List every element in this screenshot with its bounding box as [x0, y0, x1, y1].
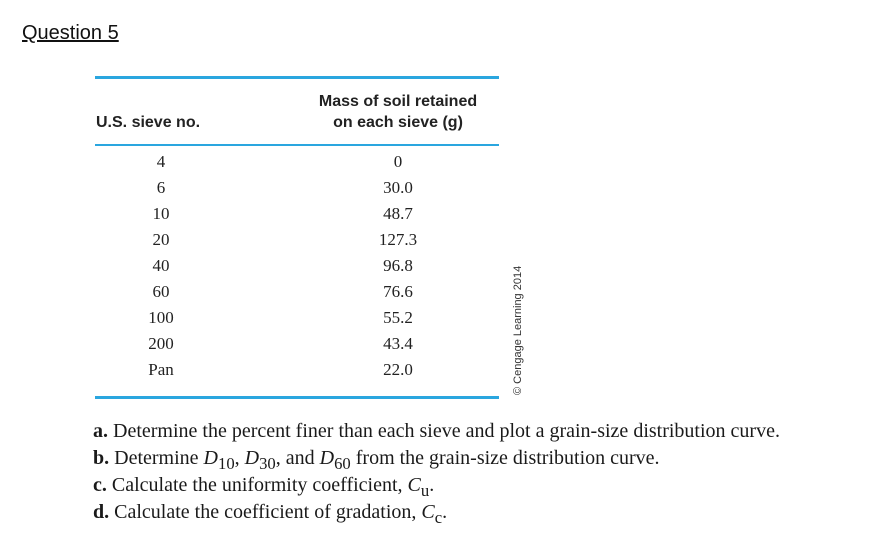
sieve-cell: 100	[148, 308, 174, 327]
task-c-text: Calculate the uniformity coefficient,	[111, 474, 408, 496]
task-b-text-after: from the grain-size distribution curve.	[350, 447, 660, 469]
table-row: 60 76.6	[0, 282, 520, 308]
header-sieve: U.S. sieve no.	[96, 114, 201, 131]
mass-cell: 43.4	[383, 334, 413, 353]
header-mass-line1: Mass of soil retained	[318, 93, 478, 110]
task-a-text: Determine the percent finer than each si…	[113, 420, 780, 442]
sieve-cell: 200	[148, 334, 174, 353]
sieve-cell: 60	[152, 282, 170, 301]
d30-subscript: 30	[259, 454, 276, 473]
sieve-cell: 6	[156, 178, 166, 197]
mass-cell: 96.8	[383, 256, 413, 275]
table-top-rule	[95, 76, 499, 79]
task-d-label: d.	[93, 501, 110, 523]
d30-symbol: D	[244, 447, 260, 469]
cu-symbol: C	[407, 474, 421, 496]
cc-symbol: C	[421, 501, 435, 523]
task-b-sep2: , and	[275, 447, 320, 469]
table-row: 40 96.8	[0, 256, 520, 282]
task-list: a. Determine the percent finer than each …	[93, 418, 780, 527]
task-b-sep1: ,	[234, 447, 245, 469]
d60-symbol: D	[319, 447, 335, 469]
cc-subscript: c	[434, 508, 443, 527]
cu-subscript: u	[420, 481, 430, 500]
mass-cell: 30.0	[383, 178, 413, 197]
mass-cell: 76.6	[383, 282, 413, 301]
task-b-text-before: Determine	[114, 447, 204, 469]
sieve-cell: 4	[156, 152, 166, 171]
sieve-cell: Pan	[148, 360, 174, 379]
table-header-rule	[95, 144, 499, 146]
table-row: 10 48.7	[0, 204, 520, 230]
table-row: 200 43.4	[0, 334, 520, 360]
mass-cell: 48.7	[383, 204, 413, 223]
task-d-text: Calculate the coefficient of gradation,	[114, 501, 422, 523]
copyright-credit: © Cengage Learning 2014	[512, 265, 524, 395]
mass-cell: 127.3	[378, 230, 418, 249]
d60-subscript: 60	[334, 454, 351, 473]
table-row: Pan 22.0	[0, 360, 520, 386]
sieve-cell: 10	[152, 204, 170, 223]
table-row: 6 30.0	[0, 178, 520, 204]
task-a: a. Determine the percent finer than each …	[93, 418, 780, 445]
mass-cell: 0	[393, 152, 403, 171]
task-c-end: .	[429, 474, 435, 496]
sieve-cell: 40	[152, 256, 170, 275]
task-d: d. Calculate the coefficient of gradation…	[93, 499, 780, 527]
question-title: Question 5	[22, 22, 119, 44]
table-row: 4 0	[0, 152, 520, 178]
task-c-label: c.	[93, 474, 107, 496]
task-a-label: a.	[93, 420, 108, 442]
table-bottom-rule	[95, 396, 499, 399]
task-c: c. Calculate the uniformity coefficient, …	[93, 472, 780, 500]
task-b: b. Determine D10, D30, and D60 from the g…	[93, 445, 780, 473]
task-d-end: .	[442, 501, 448, 523]
mass-cell: 55.2	[383, 308, 413, 327]
d10-subscript: 10	[217, 454, 235, 473]
mass-cell: 22.0	[383, 360, 413, 379]
sieve-cell: 20	[152, 230, 170, 249]
task-b-label: b.	[93, 447, 110, 469]
header-mass-line2: on each sieve (g)	[333, 114, 463, 131]
header-mass: Mass of soil retained on each sieve (g)	[300, 91, 496, 133]
table-row: 20 127.3	[0, 230, 520, 256]
table-row: 100 55.2	[0, 308, 520, 334]
d10-symbol: D	[203, 447, 218, 469]
